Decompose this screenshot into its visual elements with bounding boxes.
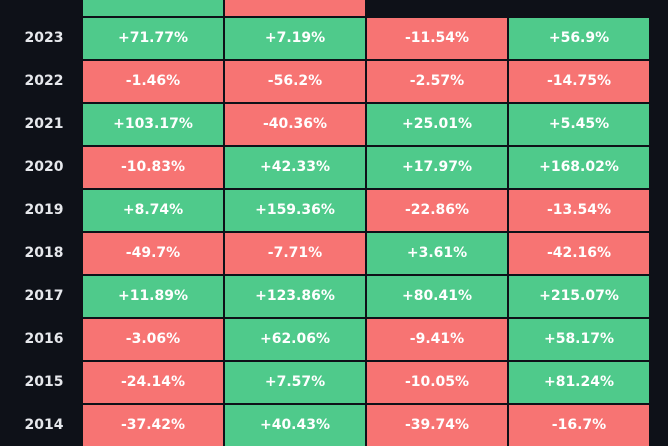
year-label: 2016 — [24, 331, 64, 347]
return-cell: +81.24% — [509, 362, 649, 403]
return-cell: -3.06% — [83, 319, 223, 360]
year-label: 2021 — [24, 116, 64, 132]
return-cell: +62.06% — [225, 319, 365, 360]
return-cell: -9.41% — [367, 319, 507, 360]
return-cell: +58.17% — [509, 319, 649, 360]
year-label: 2015 — [24, 374, 64, 390]
return-cell: +7.19% — [225, 18, 365, 59]
return-cell: -11.54% — [367, 18, 507, 59]
return-cell: +103.17% — [83, 104, 223, 145]
return-cell: +168.02% — [509, 147, 649, 188]
year-label: 2014 — [24, 417, 64, 433]
return-cell: +17.97% — [367, 147, 507, 188]
return-cell: -10.83% — [83, 147, 223, 188]
return-cell: -16.7% — [509, 405, 649, 446]
return-cell: +42.33% — [225, 147, 365, 188]
return-cell: -1.46% — [83, 61, 223, 102]
return-cell: -11.92% — [225, 0, 365, 16]
return-cell: -22.86% — [367, 190, 507, 231]
return-cell: +8.74% — [83, 190, 223, 231]
return-cell: +5.45% — [509, 104, 649, 145]
year-label: 2020 — [24, 159, 64, 175]
year-label: 2023 — [24, 30, 64, 46]
return-cell: +123.86% — [225, 276, 365, 317]
year-label: 2017 — [24, 288, 64, 304]
return-cell: -24.14% — [83, 362, 223, 403]
return-cell: +215.07% — [509, 276, 649, 317]
return-cell: +159.36% — [225, 190, 365, 231]
return-cell: +80.41% — [367, 276, 507, 317]
return-cell: +25.01% — [367, 104, 507, 145]
return-cell: -49.7% — [83, 233, 223, 274]
year-label: 2022 — [24, 73, 64, 89]
year-label: 2024 — [4, 0, 84, 16]
return-cell: +40.43% — [225, 405, 365, 446]
return-cell: +71.77% — [83, 18, 223, 59]
return-cell: +7.57% — [225, 362, 365, 403]
year-label: 2019 — [24, 202, 64, 218]
return-cell: +3.61% — [367, 233, 507, 274]
return-cell: -14.75% — [509, 61, 649, 102]
return-cell: -10.05% — [367, 362, 507, 403]
return-cell: -40.36% — [225, 104, 365, 145]
return-cell: -42.16% — [509, 233, 649, 274]
return-cell: +11.89% — [83, 276, 223, 317]
return-cell: +68.68% — [83, 0, 223, 16]
return-cell: -56.2% — [225, 61, 365, 102]
return-cell: +56.9% — [509, 18, 649, 59]
return-cell: -2.57% — [367, 61, 507, 102]
return-cell: -7.71% — [225, 233, 365, 274]
return-cell: -37.42% — [83, 405, 223, 446]
year-label: 2018 — [24, 245, 64, 261]
return-cell: -39.74% — [367, 405, 507, 446]
return-cell: -13.54% — [509, 190, 649, 231]
